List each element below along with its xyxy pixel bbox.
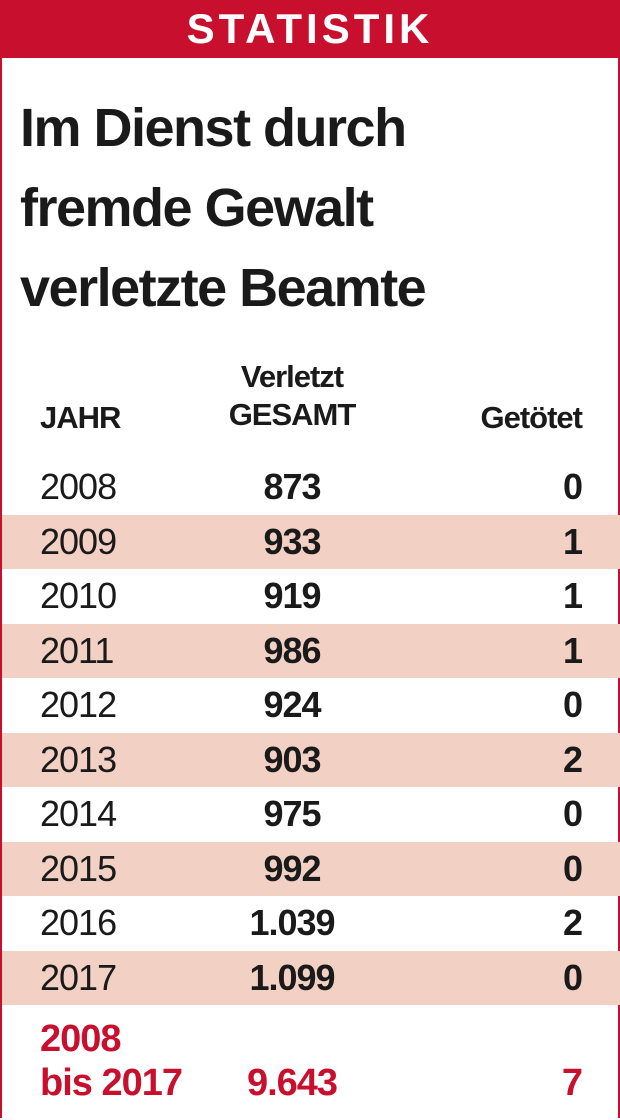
table-cell: 924 [263, 684, 321, 725]
table-cell: 1.099 [249, 956, 335, 998]
column-header: JAHR [40, 400, 121, 436]
table-cell: 2009 [40, 520, 117, 562]
table-cell: 903 [263, 738, 321, 780]
table-cell: 2015 [40, 847, 117, 889]
table-row: 2016 1.039 2 [2, 896, 620, 951]
table-cell: 1.039 [249, 902, 335, 943]
table-cell: 2012 [40, 684, 117, 725]
table-cell: 2014 [40, 793, 117, 834]
table-cell: 2016 [40, 902, 117, 943]
total-label: 2008 bis 2017 [40, 1017, 183, 1105]
table-row: 2012 924 0 [2, 678, 620, 733]
table-cell: 2008 [40, 466, 117, 507]
table-cell: 0 [562, 466, 583, 507]
total-cell: 9.643 [246, 1062, 338, 1104]
column-header-line: Getötet [480, 400, 583, 435]
total-label-line: 2008 [40, 1018, 122, 1060]
table-cell: 0 [562, 793, 583, 834]
table-cell: 873 [263, 466, 321, 507]
table-cell: 2 [562, 902, 583, 943]
table-cell: 2 [562, 738, 583, 780]
title: Im Dienst durch fremde Gewalt verletzte Be… [20, 88, 427, 328]
table-cell: 933 [263, 520, 321, 562]
column-header: Verletzt GESAMT [162, 358, 422, 434]
table-cell: 0 [562, 847, 583, 889]
column-header: Getötet [481, 400, 583, 436]
title-line: Im Dienst durch [20, 98, 407, 158]
table-cell: 919 [263, 575, 321, 616]
column-header-line: Verletzt [240, 359, 344, 394]
table-cell: 2010 [40, 575, 117, 616]
column-header-line: JAHR [40, 400, 121, 435]
table-row: 2015 992 0 [2, 841, 620, 896]
table-header: JAHR Verletzt GESAMT Getötet [2, 352, 620, 447]
table-cell: 0 [562, 684, 583, 725]
table-cell: 1 [562, 520, 583, 562]
table-cell: 1 [562, 575, 583, 616]
table-cell: 2011 [40, 629, 114, 671]
table-body: 2008 873 0 2009 933 1 2010 919 1 2011 986 1 2012 924 0… [2, 460, 620, 1005]
total-cell: 7 [561, 1062, 583, 1104]
column-header-line: GESAMT [228, 397, 357, 432]
table-cell: 0 [562, 956, 583, 998]
table-row: 2017 1.099 0 [2, 950, 620, 1005]
table-row: 2013 903 2 [2, 732, 620, 787]
table-row: 2011 986 1 [2, 623, 620, 678]
table-cell: 992 [263, 847, 321, 889]
total-row: 2008 bis 2017 9.643 7 [2, 1015, 620, 1115]
table-row: 2010 919 1 [2, 569, 620, 624]
total-label-line: bis 2017 [40, 1062, 183, 1104]
table-cell: 1 [562, 629, 583, 671]
table-row: 2008 873 0 [2, 460, 620, 515]
table-row: 2009 933 1 [2, 514, 620, 569]
table-cell: 975 [263, 793, 321, 834]
title-line: verletzte Beamte [20, 258, 427, 318]
table-row: 2014 975 0 [2, 787, 620, 842]
header-label: STATISTIK [2, 0, 618, 58]
table-cell: 986 [263, 629, 321, 671]
table-cell: 2017 [40, 956, 117, 998]
title-line: fremde Gewalt [20, 178, 374, 238]
table-cell: 2013 [40, 738, 117, 780]
